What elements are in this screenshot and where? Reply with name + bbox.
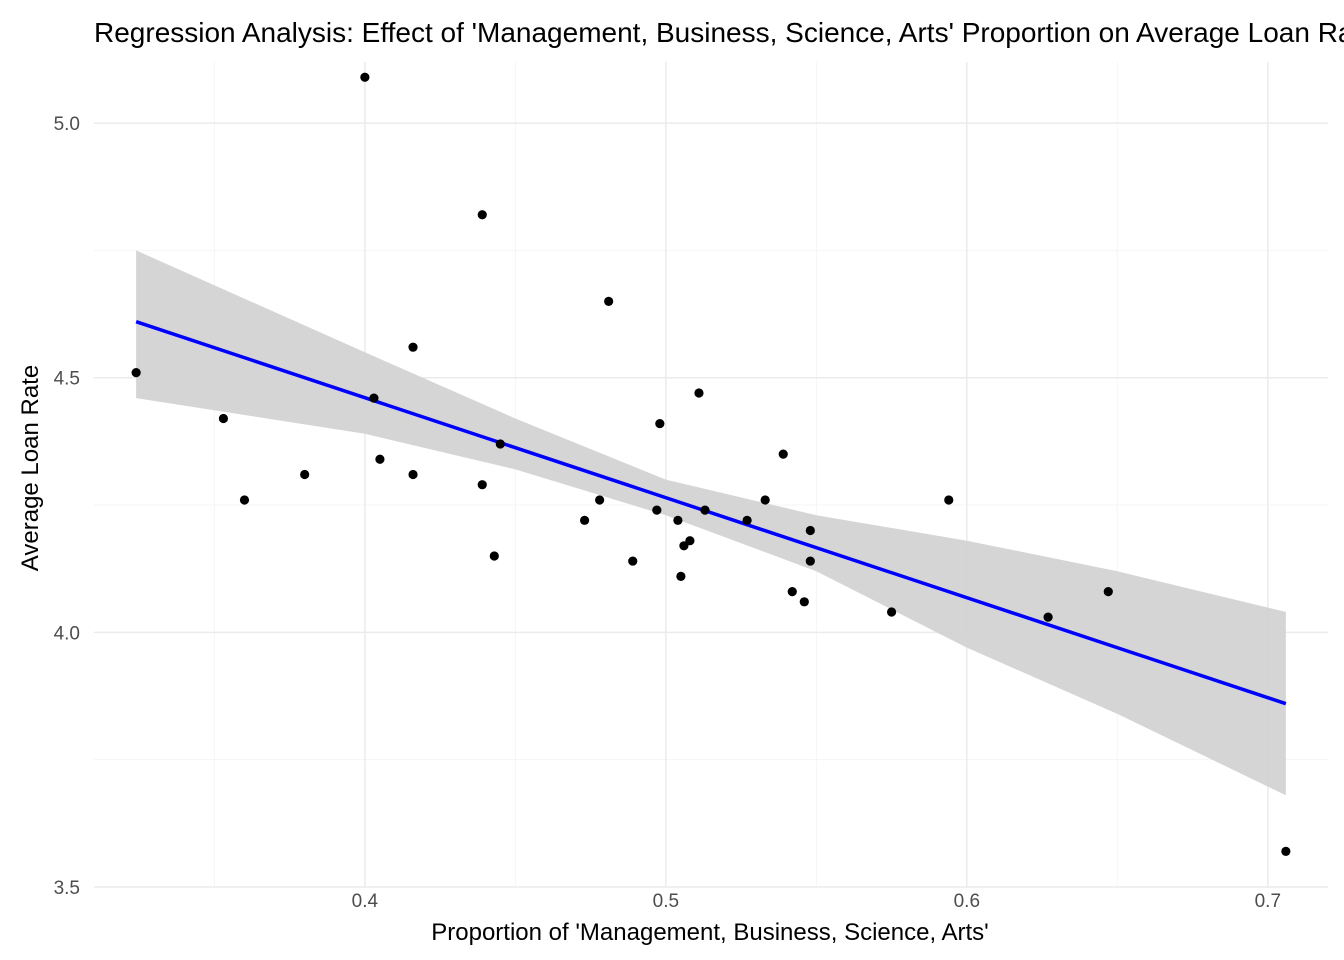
data-points xyxy=(131,72,1291,856)
major-gridlines xyxy=(94,62,1328,888)
data-point-6 xyxy=(375,454,385,464)
data-point-32 xyxy=(886,607,897,617)
data-point-33 xyxy=(944,495,954,505)
data-point-24 xyxy=(700,505,710,515)
x-axis-ticks: 0.4 0.5 0.6 0.7 xyxy=(352,891,1281,912)
minor-gridlines xyxy=(94,62,1328,887)
data-point-35 xyxy=(1103,587,1113,597)
data-point-1 xyxy=(218,413,229,424)
data-point-5 xyxy=(369,393,379,403)
data-point-19 xyxy=(673,515,683,525)
data-point-31 xyxy=(805,556,815,566)
data-point-34 xyxy=(1043,612,1053,622)
data-point-4 xyxy=(360,72,370,82)
data-point-25 xyxy=(742,515,752,525)
y-axis-ticks: 3.5 4.0 4.5 5.0 xyxy=(54,114,80,899)
data-point-3 xyxy=(300,469,310,480)
confidence-band xyxy=(136,250,1286,796)
data-point-13 xyxy=(579,515,590,525)
regression-line xyxy=(135,320,1287,706)
data-point-21 xyxy=(679,541,689,551)
data-point-11 xyxy=(489,551,499,561)
x-tick-label-3: 0.7 xyxy=(1255,891,1281,912)
data-point-16 xyxy=(628,556,638,566)
data-point-17 xyxy=(652,505,662,515)
data-point-14 xyxy=(595,495,605,505)
y-tick-label-0: 3.5 xyxy=(54,878,80,899)
data-point-22 xyxy=(685,536,695,546)
data-point-18 xyxy=(655,418,665,429)
data-point-30 xyxy=(805,525,815,536)
data-point-10 xyxy=(477,480,487,490)
data-point-8 xyxy=(408,469,418,480)
y-tick-label-2: 4.5 xyxy=(54,369,80,390)
data-point-29 xyxy=(799,597,809,607)
data-point-26 xyxy=(760,495,770,505)
data-point-23 xyxy=(694,388,704,398)
data-point-12 xyxy=(495,439,505,449)
chart-title: Regression Analysis: Effect of 'Manageme… xyxy=(94,17,1344,48)
data-point-0 xyxy=(131,368,141,378)
data-point-9 xyxy=(477,210,487,220)
confidence-band-layer xyxy=(136,250,1286,796)
data-point-2 xyxy=(239,495,250,505)
data-point-28 xyxy=(787,587,797,597)
x-tick-label-0: 0.4 xyxy=(352,891,379,912)
regression-line-layer xyxy=(135,320,1287,706)
data-point-27 xyxy=(778,449,788,459)
data-point-20 xyxy=(676,571,686,581)
x-axis-label: Proportion of 'Management, Business, Sci… xyxy=(431,919,988,946)
y-axis-label: Average Loan Rate xyxy=(17,365,44,571)
data-point-7 xyxy=(408,342,418,352)
data-point-36 xyxy=(1281,846,1291,856)
x-tick-label-1: 0.5 xyxy=(653,891,679,912)
y-tick-label-3: 5.0 xyxy=(54,114,80,135)
x-tick-label-2: 0.6 xyxy=(954,891,980,912)
y-tick-label-1: 4.0 xyxy=(54,623,80,644)
data-point-15 xyxy=(604,296,614,306)
